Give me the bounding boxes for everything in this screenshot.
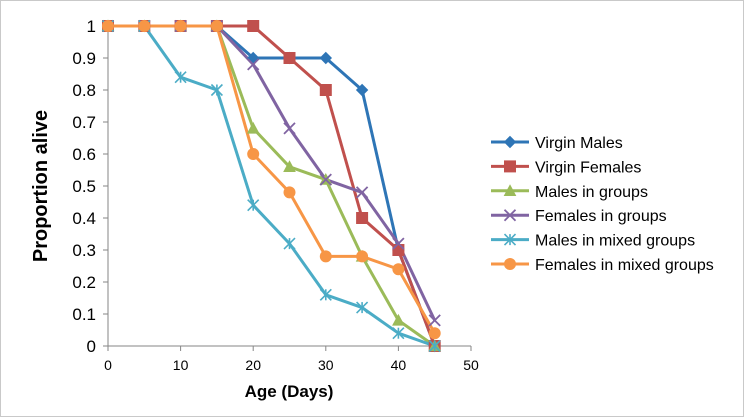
data-point xyxy=(283,122,296,135)
y-tick-label: 0.1 xyxy=(72,305,96,324)
data-point xyxy=(319,84,332,96)
data-point xyxy=(355,83,369,97)
data-point xyxy=(392,237,405,250)
data-point xyxy=(174,20,187,32)
data-point xyxy=(283,237,296,250)
legend-swatch-marker xyxy=(503,209,517,222)
y-tick-label: 0 xyxy=(87,337,96,356)
data-point xyxy=(392,313,405,326)
data-point xyxy=(319,288,332,301)
legend-swatch-marker xyxy=(504,160,516,173)
data-point xyxy=(355,186,369,199)
y-tick-label: 1 xyxy=(87,17,96,36)
data-point xyxy=(247,20,260,32)
legend-label: Females in mixed groups xyxy=(535,257,714,274)
legend-swatch-marker xyxy=(503,233,517,246)
y-axis-title: Proportion alive xyxy=(30,110,52,262)
data-point xyxy=(319,250,332,263)
legend-swatch-marker xyxy=(504,258,516,270)
tick-labels: 00.10.20.30.40.50.60.70.80.910 10 20 30 40 50 xyxy=(72,17,479,373)
x-tick-label: 30 xyxy=(318,357,334,373)
data-point xyxy=(356,301,369,314)
legend-label: Males in groups xyxy=(535,184,648,201)
data-point xyxy=(319,173,332,186)
legend-item: Males in mixed groups xyxy=(491,233,695,250)
y-tick-label: 0.6 xyxy=(72,145,96,164)
y-tick-label: 0.2 xyxy=(72,273,96,292)
series-line xyxy=(108,24,437,334)
legend-label: Females in groups xyxy=(535,208,667,225)
data-point xyxy=(392,263,405,276)
data-point xyxy=(246,121,260,134)
y-tick-label: 0.4 xyxy=(72,209,96,228)
x-tick-label: 10 xyxy=(173,357,189,373)
series-line xyxy=(108,24,436,348)
data-point xyxy=(319,51,333,65)
data-point xyxy=(283,160,296,172)
legend-item: Virgin Females xyxy=(491,159,641,176)
x-tick-label: 0 xyxy=(104,357,112,373)
series-lines xyxy=(108,24,437,348)
legend-label: Virgin Females xyxy=(535,159,641,176)
data-point xyxy=(283,52,296,64)
data-point xyxy=(138,20,151,32)
legend-swatch-marker xyxy=(503,135,517,149)
data-point xyxy=(356,212,369,224)
data-point xyxy=(428,339,441,353)
legend-label: Males in mixed groups xyxy=(535,233,695,250)
legend-item: Virgin Males xyxy=(491,135,623,152)
x-tick-label: 20 xyxy=(245,357,261,373)
series-markers xyxy=(101,19,442,353)
data-point xyxy=(392,244,405,256)
data-point xyxy=(428,314,441,327)
x-tick-label: 50 xyxy=(463,357,479,373)
y-tick-label: 0.7 xyxy=(72,113,96,132)
data-point xyxy=(174,71,187,84)
data-point xyxy=(247,58,260,71)
data-point xyxy=(356,250,369,263)
data-point xyxy=(210,83,223,97)
y-tick-label: 0.3 xyxy=(72,241,96,260)
y-tick-label: 0.8 xyxy=(72,81,96,100)
x-axis-title: Age (Days) xyxy=(245,382,334,401)
legend-swatch-marker xyxy=(503,184,517,196)
x-tick-label: 40 xyxy=(391,357,407,373)
data-point xyxy=(428,327,441,340)
y-tick-label: 0.5 xyxy=(72,177,96,196)
legend-item: Females in mixed groups xyxy=(491,257,714,274)
series-line xyxy=(108,24,436,348)
y-tick-label: 0.9 xyxy=(72,49,96,68)
legend-item: Males in groups xyxy=(491,184,648,201)
data-point xyxy=(210,20,223,32)
legend-label: Virgin Males xyxy=(535,135,623,152)
data-point xyxy=(392,327,405,340)
data-point xyxy=(247,199,260,212)
legend-item: Females in groups xyxy=(491,208,667,225)
data-point xyxy=(247,148,260,160)
data-point xyxy=(283,186,296,199)
legend: Virgin Males Virgin Females Males in group… xyxy=(491,135,714,274)
data-point xyxy=(102,20,114,32)
